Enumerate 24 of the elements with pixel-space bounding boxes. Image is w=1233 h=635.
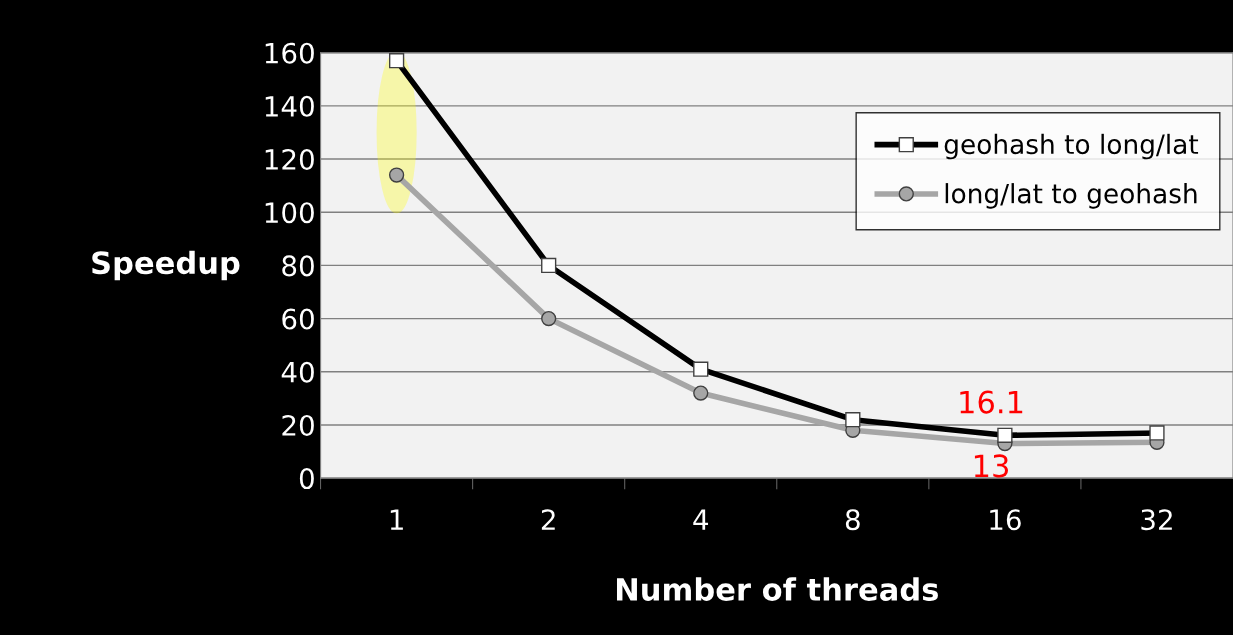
y-tick-label: 100	[265, 202, 314, 224]
y-tick-label: 160	[265, 42, 314, 64]
point	[388, 167, 405, 183]
y-tick-label: 0	[299, 468, 314, 490]
x-axis-title: Number of threads	[616, 577, 938, 601]
y-tick-label: 120	[265, 149, 314, 171]
point	[693, 385, 709, 401]
y-tick-label: 20	[282, 414, 314, 436]
legend-label: long/lat to geohash	[945, 183, 1197, 209]
x-tick-label: 8	[845, 509, 860, 531]
y-tick-label: 140	[265, 95, 314, 117]
annotation: 13	[974, 454, 1008, 478]
y-tick-label: 40	[281, 361, 314, 383]
x-tick-label: 1	[390, 509, 403, 530]
y-tick-label: 80	[282, 255, 314, 277]
y-axis-title: Speedup	[92, 250, 240, 281]
point	[541, 310, 557, 327]
x-tick-label: 2	[541, 509, 555, 530]
x-tick-label: 16	[990, 509, 1021, 531]
y-tick-label: 60	[282, 308, 314, 330]
legend-label: geohash to long/lat	[944, 133, 1199, 160]
x-tick-label: 32	[1141, 509, 1172, 531]
annotation: 16.1	[960, 390, 1023, 414]
x-tick-label: 4	[693, 509, 709, 530]
